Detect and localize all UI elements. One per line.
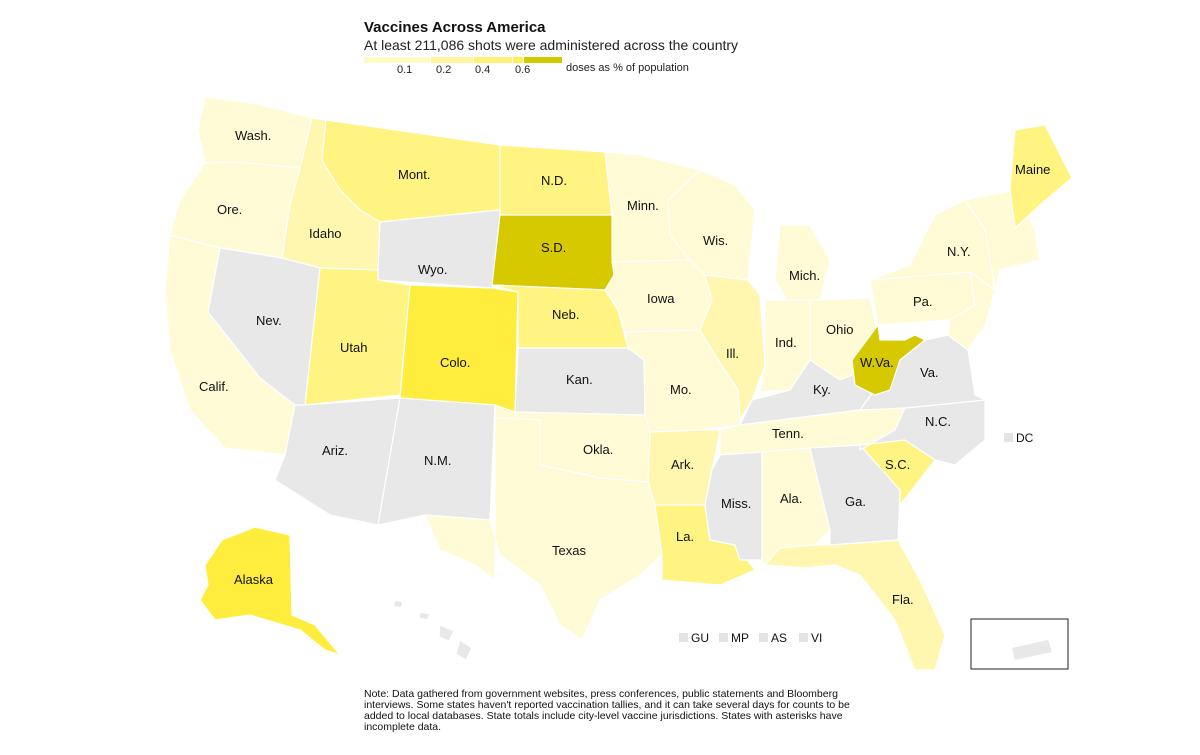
state-new-jersey-delaware[interactable]: [947, 271, 996, 351]
label-pa: Pa.: [913, 294, 933, 309]
label-ariz: Ariz.: [322, 443, 348, 458]
state-north-carolina[interactable]: [859, 399, 986, 466]
label-va: Va.: [920, 365, 939, 380]
puerto-rico-shape[interactable]: [1012, 640, 1052, 660]
puerto-rico-inset: [970, 618, 1069, 670]
label-okla: Okla.: [583, 442, 613, 457]
label-wyo: Wyo.: [418, 262, 448, 277]
territory-label-gu: GU: [691, 631, 709, 645]
legend-tick: 0.6: [515, 64, 531, 76]
label-ala: Ala.: [780, 491, 802, 506]
label-calif: Calif.: [199, 379, 229, 394]
label-iowa: Iowa: [647, 291, 675, 306]
territory-swatch-mp[interactable]: [719, 633, 728, 642]
label-wash: Wash.: [235, 128, 271, 143]
label-nc: N.C.: [925, 414, 951, 429]
legend-swatch-4: [513, 57, 523, 63]
label-nm: N.M.: [424, 453, 451, 468]
label-ind: Ind.: [775, 335, 797, 350]
legend-swatch-5: [524, 57, 562, 63]
label-ny: N.Y.: [947, 244, 971, 259]
territory-label-vi: VI: [811, 631, 823, 645]
label-mo: Mo.: [670, 382, 692, 397]
label-alaska: Alaska: [234, 572, 274, 587]
label-utah: Utah: [340, 340, 367, 355]
label-ore: Ore.: [217, 202, 242, 217]
map-title: Vaccines Across America: [364, 19, 546, 36]
state-utah[interactable]: [304, 267, 411, 406]
territory-label-as: AS: [771, 631, 788, 645]
label-minn: Minn.: [627, 198, 659, 213]
label-ky: Ky.: [813, 382, 831, 397]
territory-label-mp: MP: [731, 631, 749, 645]
label-sd: S.D.: [541, 240, 566, 255]
legend-unit: doses as % of population: [566, 62, 689, 74]
label-nd: N.D.: [541, 173, 567, 188]
label-nev: Nev.: [256, 313, 282, 328]
map-subtitle: At least 211,086 shots were administered…: [364, 37, 739, 53]
label-neb: Neb.: [552, 307, 579, 322]
state-florida[interactable]: [764, 539, 946, 671]
legend-swatch-3: [474, 57, 512, 63]
dc-label: DC: [1016, 431, 1034, 445]
legend-swatch-2: [431, 57, 473, 63]
state-alaska[interactable]: [199, 526, 341, 656]
label-la: La.: [676, 529, 694, 544]
state-illinois[interactable]: [699, 274, 766, 421]
label-sc: S.C.: [885, 457, 910, 472]
legend-tick: 0.1: [397, 64, 413, 76]
state-texas[interactable]: [424, 417, 663, 641]
label-ohio: Ohio: [826, 322, 853, 337]
footnote: Note: Data gathered from government webs…: [364, 688, 850, 733]
label-ark: Ark.: [671, 457, 694, 472]
legend-swatch-1: [364, 57, 430, 63]
label-ill: Ill.: [726, 346, 739, 361]
state-maine[interactable]: [1009, 124, 1073, 229]
dc-swatch[interactable]: [1004, 433, 1013, 442]
state-colorado[interactable]: [399, 284, 519, 413]
territory-swatch-vi[interactable]: [799, 633, 808, 642]
territory-swatch-as[interactable]: [759, 633, 768, 642]
state-west-virginia[interactable]: [851, 324, 926, 396]
territory-swatch-gu[interactable]: [679, 633, 688, 642]
label-colo: Colo.: [440, 355, 470, 370]
label-maine: Maine: [1015, 162, 1050, 177]
label-idaho: Idaho: [309, 226, 342, 241]
state-michigan[interactable]: [774, 224, 831, 306]
state-hawaii[interactable]: [392, 599, 473, 661]
label-miss: Miss.: [721, 496, 751, 511]
label-wis: Wis.: [703, 233, 728, 248]
label-kan: Kan.: [566, 372, 593, 387]
label-ga: Ga.: [845, 494, 866, 509]
label-wva: W.Va.: [860, 355, 894, 370]
label-mont: Mont.: [398, 167, 431, 182]
label-fla: Fla.: [892, 592, 914, 607]
legend-tick: 0.4: [475, 64, 491, 76]
label-tenn: Tenn.: [772, 426, 804, 441]
legend-tick: 0.2: [436, 64, 452, 76]
label-texas: Texas: [552, 543, 586, 558]
label-mich: Mich.: [789, 268, 820, 283]
